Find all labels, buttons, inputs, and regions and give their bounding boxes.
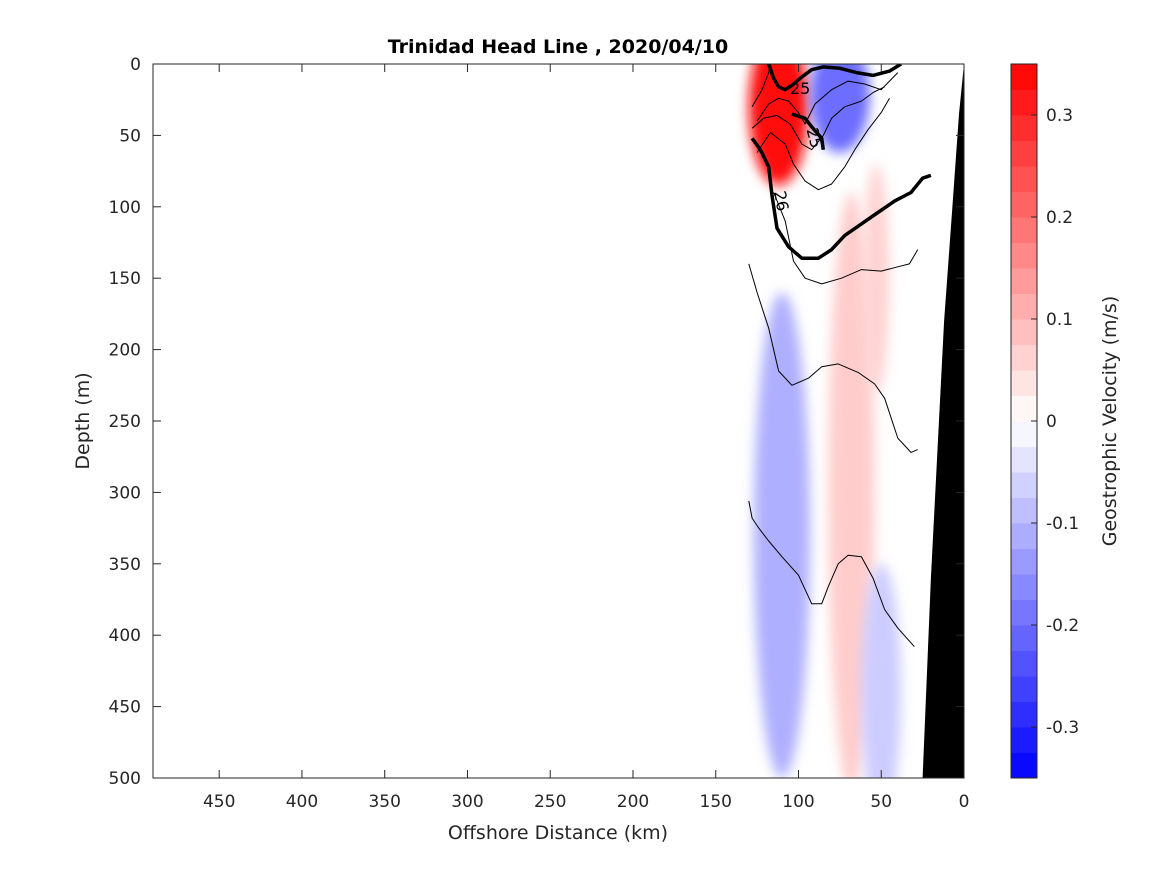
colorbar-segment <box>1011 650 1037 677</box>
x-axis-label: Offshore Distance (km) <box>448 822 668 844</box>
colorbar-tick-label: -0.1 <box>1046 514 1079 534</box>
y-tick-label: 0 <box>130 55 141 75</box>
bathymetry <box>922 64 964 778</box>
colorbar-segment <box>1011 115 1037 141</box>
colorbar-segment <box>1011 191 1037 218</box>
x-tick-label: 200 <box>617 792 649 812</box>
colorbar-tick-label: 0.1 <box>1046 310 1073 330</box>
colorbar-segment <box>1011 166 1037 192</box>
isopycnal-label-0: 25 <box>790 79 810 98</box>
colorbar-segment <box>1011 599 1037 626</box>
velocity-feature-5 <box>861 563 902 778</box>
colorbar-segment <box>1011 293 1037 320</box>
isopycnal-3 <box>751 86 885 151</box>
colorbar-tick-label: -0.3 <box>1046 718 1079 738</box>
colorbar-segment <box>1011 344 1037 371</box>
y-tick-label: 500 <box>109 769 141 789</box>
isopycnal-7 <box>773 192 919 285</box>
y-tick-label: 450 <box>109 698 141 718</box>
velocity-feature-3 <box>828 192 875 778</box>
velocity-feature-0 <box>748 64 809 186</box>
colorbar-segment <box>1011 370 1037 396</box>
colorbar-segment <box>1011 89 1037 116</box>
colorbar-segment <box>1011 395 1037 422</box>
velocity-field <box>748 64 902 778</box>
colorbar-segment <box>1011 446 1037 473</box>
y-tick-label: 300 <box>109 483 141 503</box>
colorbar-segment <box>1011 625 1037 651</box>
colorbar-tick-label: 0.2 <box>1046 208 1073 228</box>
y-tick-label: 150 <box>109 269 141 289</box>
colorbar <box>1011 63 1037 779</box>
isopycnal-bold-0 <box>767 64 903 92</box>
x-tick-label: 0 <box>959 792 970 812</box>
colorbar-frame <box>1010 63 1038 779</box>
isopycnal-2 <box>756 72 899 125</box>
colorbar-segment <box>1011 523 1037 549</box>
isopycnal-labels: 25 25 26 <box>770 79 826 212</box>
colorbar-segment <box>1011 497 1037 524</box>
x-tick-label: 400 <box>286 792 318 812</box>
isopycnal-8 <box>748 263 918 453</box>
colorbar-segment <box>1011 421 1037 447</box>
colorbar-segment <box>1011 268 1037 294</box>
isopycnal-label-1: 25 <box>803 126 827 151</box>
colorbar-segment <box>1011 727 1037 753</box>
colorbar-segment <box>1011 140 1037 167</box>
colorbar-ticks: -0.3 -0.2 -0.1 0 0.1 0.2 0.3 <box>1031 106 1079 738</box>
y-tick-label: 100 <box>109 198 141 218</box>
isopycnal-bold-6 <box>750 137 932 260</box>
colorbar-segment <box>1011 319 1037 345</box>
isopycnal-9 <box>748 500 915 647</box>
isopycnal-contours <box>748 64 932 647</box>
x-tick-label: 350 <box>368 792 400 812</box>
seafloor <box>922 64 964 778</box>
colorbar-label: Geostrophic Velocity (m/s) <box>1099 296 1121 546</box>
colorbar-segment <box>1011 701 1037 728</box>
colorbar-segment <box>1011 472 1037 498</box>
isopycnal-5 <box>756 98 890 191</box>
colorbar-segment <box>1011 752 1037 779</box>
y-tick-label: 400 <box>109 626 141 646</box>
y-tick-label: 350 <box>109 555 141 575</box>
velocity-feature-4 <box>863 163 890 393</box>
colorbar-segment <box>1011 574 1037 600</box>
y-axis-label: Depth (m) <box>72 372 94 469</box>
x-tick-label: 50 <box>870 792 892 812</box>
y-tick-label: 200 <box>109 341 141 361</box>
x-tick-label: 250 <box>534 792 566 812</box>
isopycnal-1 <box>751 64 771 108</box>
chart-title: Trinidad Head Line , 2020/04/10 <box>388 36 728 58</box>
colorbar-segment <box>1011 242 1037 269</box>
x-tick-label: 450 <box>203 792 235 812</box>
x-axis: 450 400 350 300 250 200 150 100 50 0 <box>203 64 969 812</box>
colorbar-tick-label: 0 <box>1046 412 1057 432</box>
colorbar-segment <box>1011 64 1037 90</box>
velocity-feature-1 <box>810 64 870 153</box>
x-tick-label: 300 <box>451 792 483 812</box>
y-axis: 0 50 100 150 200 250 300 350 400 450 500 <box>109 55 964 789</box>
plot-background <box>153 64 964 778</box>
colorbar-tick-label: 0.3 <box>1046 106 1073 126</box>
isopycnal-label-2: 26 <box>770 189 792 212</box>
y-tick-label: 50 <box>119 126 141 146</box>
colorbar-segment <box>1011 548 1037 575</box>
colorbar-tick-label: -0.2 <box>1046 616 1079 636</box>
x-tick-label: 150 <box>700 792 732 812</box>
isopycnal-bold-4 <box>791 112 826 150</box>
x-tick-label: 100 <box>782 792 814 812</box>
velocity-feature-2 <box>753 292 811 778</box>
y-tick-label: 250 <box>109 412 141 432</box>
colorbar-segment <box>1011 676 1037 702</box>
colorbar-segment <box>1011 217 1037 243</box>
